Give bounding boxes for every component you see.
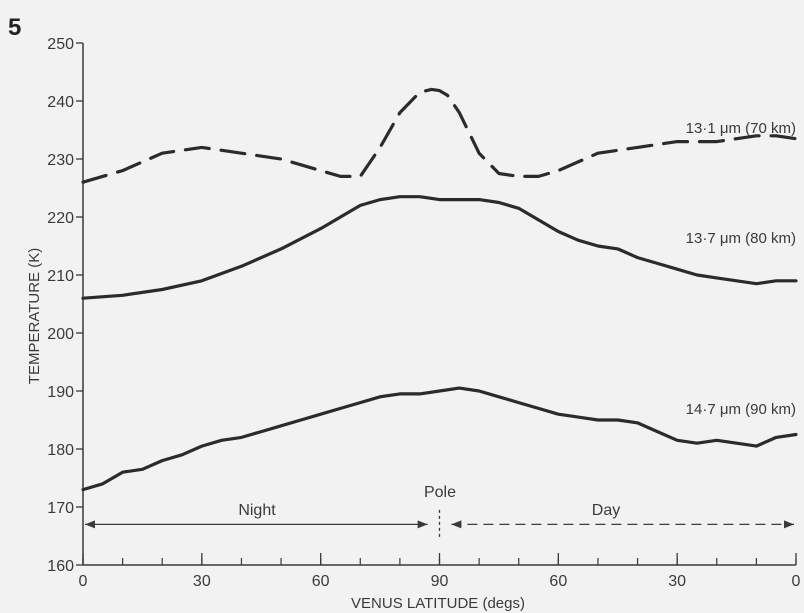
- y-axis-label: TEMPERATURE (K): [26, 248, 43, 384]
- x-axis-label: VENUS LATITUDE (degs): [351, 595, 525, 612]
- y-tick-label: 220: [47, 210, 74, 227]
- x-tick-label: 60: [549, 573, 567, 590]
- arrow-head-right: [784, 520, 794, 529]
- y-tick-label: 190: [47, 384, 74, 401]
- y-tick-label: 240: [47, 94, 74, 111]
- series-line: [81, 386, 798, 492]
- arrow-head-center-right: [451, 520, 462, 529]
- series-label: 13·1 μm (70 km): [686, 120, 796, 137]
- series-group: 13·1 μm (70 km) 13·7 μm (80 km) 14·7 μm (9…: [81, 87, 798, 492]
- series-line: [81, 195, 798, 300]
- y-tick-label: 170: [47, 500, 74, 517]
- night-label: Night: [238, 502, 276, 519]
- y-tick-label: 230: [47, 152, 74, 169]
- arrow-head-left: [85, 520, 95, 529]
- axes: 160 170 180 190 200 210 220 230 240 250 0 30 60 90 60 3…: [47, 36, 800, 590]
- annotations: Night Pole Day: [85, 484, 794, 539]
- x-tick-label: 60: [312, 573, 330, 590]
- arrow-head-center-left: [417, 520, 428, 529]
- y-tick-label: 180: [47, 442, 74, 459]
- y-tick-label: 160: [47, 558, 74, 575]
- y-tick-label: 250: [47, 36, 74, 53]
- y-tick-label: 210: [47, 268, 74, 285]
- pole-label: Pole: [424, 484, 456, 501]
- series-line: [81, 87, 798, 184]
- day-label: Day: [592, 502, 620, 519]
- x-tick-label: 0: [792, 573, 801, 590]
- x-tick-label: 30: [668, 573, 686, 590]
- x-tick-label: 30: [193, 573, 211, 590]
- y-tick-label: 200: [47, 326, 74, 343]
- series-label: 14·7 μm (90 km): [686, 401, 796, 418]
- series-label: 13·7 μm (80 km): [686, 230, 796, 247]
- x-tick-label: 0: [79, 573, 88, 590]
- figure-number: 5: [8, 14, 21, 41]
- x-tick-label: 90: [431, 573, 449, 590]
